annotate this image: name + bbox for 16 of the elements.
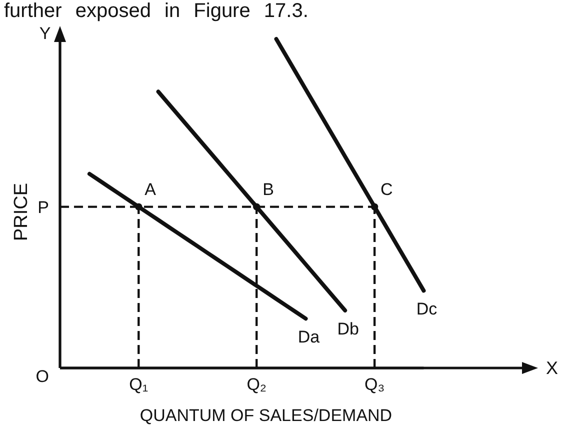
x-tick-label: Q₃ bbox=[364, 375, 385, 394]
text: X bbox=[546, 358, 558, 378]
x-tick-label: Q₂ bbox=[246, 375, 267, 394]
text: further exposed in Figure 17.3. bbox=[4, 0, 308, 22]
text: O bbox=[36, 367, 49, 386]
annotation: A bbox=[144, 180, 157, 199]
series-label: Dc bbox=[416, 300, 438, 319]
text: Y bbox=[39, 24, 51, 43]
x-tick-label: Q₁ bbox=[129, 375, 148, 394]
annotation: C bbox=[380, 180, 393, 199]
series-label: Da bbox=[298, 328, 320, 347]
series-label: P bbox=[38, 198, 49, 217]
series-label: Db bbox=[337, 319, 359, 338]
x-axis-title: QUANTUM OF SALES/DEMAND bbox=[140, 406, 392, 425]
y-axis-title: PRICE bbox=[11, 182, 32, 242]
annotation: B bbox=[262, 180, 274, 199]
